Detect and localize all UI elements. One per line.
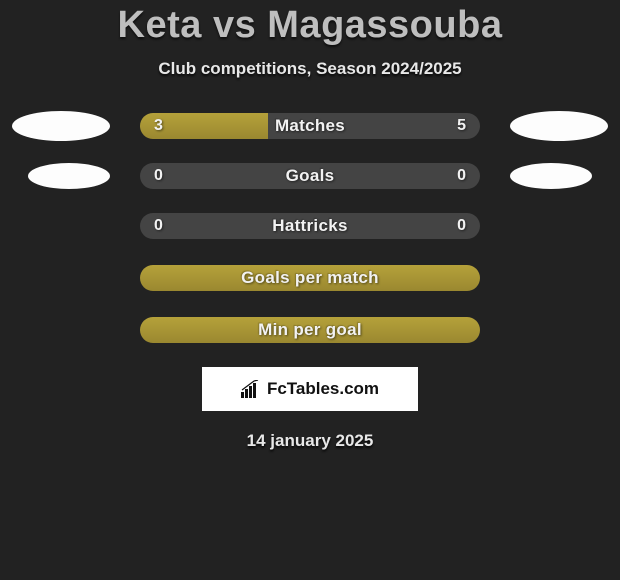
- team-ellipse-left: [12, 111, 110, 141]
- chart-icon: [241, 380, 263, 398]
- team-ellipse-right: [510, 111, 608, 141]
- stat-bar: Min per goal: [140, 317, 480, 343]
- stat-bar: 00Goals: [140, 163, 480, 189]
- team-ellipse-left: [28, 163, 110, 189]
- stat-bar: Goals per match: [140, 265, 480, 291]
- subtitle: Club competitions, Season 2024/2025: [0, 59, 620, 79]
- stat-label: Matches: [140, 113, 480, 139]
- stat-row: Min per goal: [0, 315, 620, 345]
- stat-label: Goals: [140, 163, 480, 189]
- stat-bar: 35Matches: [140, 113, 480, 139]
- stat-row: 00Hattricks: [0, 211, 620, 241]
- stats-list: 35Matches 00Goals 00Hattricks Goals per mat…: [0, 111, 620, 345]
- stat-row: 00Goals: [0, 163, 620, 189]
- footer-brand-box[interactable]: FcTables.com: [202, 367, 418, 411]
- date-text: 14 january 2025: [0, 431, 620, 451]
- team-ellipse-right: [510, 163, 592, 189]
- stat-label: Goals per match: [140, 265, 480, 291]
- page-title: Keta vs Magassouba: [0, 4, 620, 47]
- infographic-container: Keta vs Magassouba Club competitions, Se…: [0, 0, 620, 451]
- stat-row: 35Matches: [0, 111, 620, 141]
- stat-row: Goals per match: [0, 263, 620, 293]
- footer-brand-text: FcTables.com: [267, 379, 379, 399]
- stat-label: Hattricks: [140, 213, 480, 239]
- stat-label: Min per goal: [140, 317, 480, 343]
- stat-bar: 00Hattricks: [140, 213, 480, 239]
- footer-logo: FcTables.com: [241, 379, 379, 399]
